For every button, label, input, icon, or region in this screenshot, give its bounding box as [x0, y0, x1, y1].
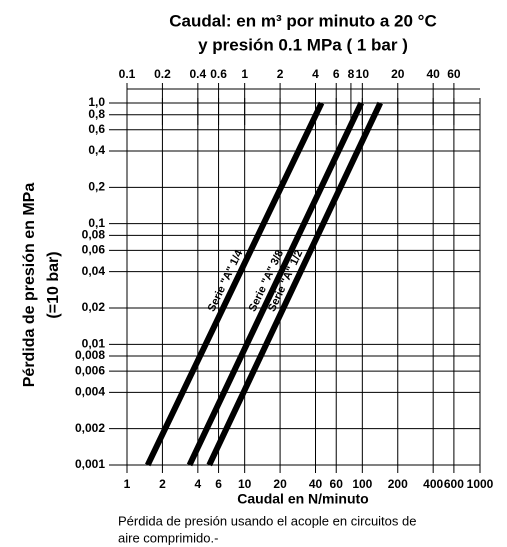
- y-tick-label: 0,04: [82, 264, 106, 278]
- x-tick-label: 2: [159, 477, 166, 491]
- x-tick-label: 20: [273, 477, 287, 491]
- x2-tick-label: 20: [391, 67, 405, 81]
- y-tick-label: 0,2: [88, 180, 105, 194]
- x-tick-label: 10: [238, 477, 252, 491]
- y-tick-label: 0,08: [82, 228, 106, 242]
- y-tick-label: 0,006: [75, 363, 105, 377]
- y-tick-label: 0,4: [88, 143, 105, 157]
- x2-tick-label: 10: [356, 67, 370, 81]
- x2-tick-label: 2: [277, 67, 284, 81]
- y-tick-label: 0,01: [82, 337, 106, 351]
- caption: aire comprimido.-: [118, 530, 218, 545]
- y-tick-label: 0,6: [88, 122, 105, 136]
- y-tick-label: 0,004: [75, 385, 105, 399]
- x2-tick-label: 0.6: [210, 67, 227, 81]
- y-tick-label: 0,02: [82, 300, 106, 314]
- y-tick-label: 0,001: [75, 457, 105, 471]
- x-tick-label: 6: [215, 477, 222, 491]
- series-line: [145, 101, 325, 467]
- x-tick-label: 4: [194, 477, 201, 491]
- y-tick-label: 0,8: [88, 107, 105, 121]
- x2-tick-label: 0.4: [189, 67, 206, 81]
- y-axis-title: Pérdida de presión en MPa: [21, 183, 38, 388]
- x-tick-label: 600: [444, 477, 464, 491]
- x2-tick-label: 40: [426, 67, 440, 81]
- x-tick-label: 1: [124, 477, 131, 491]
- x2-tick-label: 6: [333, 67, 340, 81]
- x-tick-label: 200: [388, 477, 408, 491]
- y-tick-label: 0,06: [82, 243, 106, 257]
- x-axis-title: Caudal en N/minuto: [237, 491, 368, 507]
- y-tick-label: 0,002: [75, 421, 105, 435]
- caption: Pérdida de presión usando el acople en c…: [118, 513, 416, 528]
- x2-tick-label: 1: [241, 67, 248, 81]
- y-tick-label: 0,008: [75, 348, 105, 362]
- x2-tick-label: 0.2: [154, 67, 171, 81]
- y-tick-label: 1,0: [88, 95, 105, 109]
- series-line: [186, 101, 365, 467]
- x-tick-label: 1000: [467, 477, 494, 491]
- x-tick-label: 100: [352, 477, 372, 491]
- y-tick-label: 0,1: [88, 216, 105, 230]
- x-tick-label: 40: [309, 477, 323, 491]
- chart-subtitle: y presión 0.1 MPa ( 1 bar ): [198, 35, 408, 54]
- x-tick-label: 60: [330, 477, 344, 491]
- x-tick-label: 400: [423, 477, 443, 491]
- x2-tick-label: 0.1: [119, 67, 136, 81]
- x2-tick-label: 4: [312, 67, 319, 81]
- x2-tick-label: 8: [348, 67, 355, 81]
- series-line: [206, 101, 383, 467]
- y-axis-title-2: (=10 bar): [45, 251, 62, 318]
- x2-tick-label: 60: [447, 67, 461, 81]
- chart-title: Caudal: en m³ por minuto a 20 °C: [169, 11, 437, 30]
